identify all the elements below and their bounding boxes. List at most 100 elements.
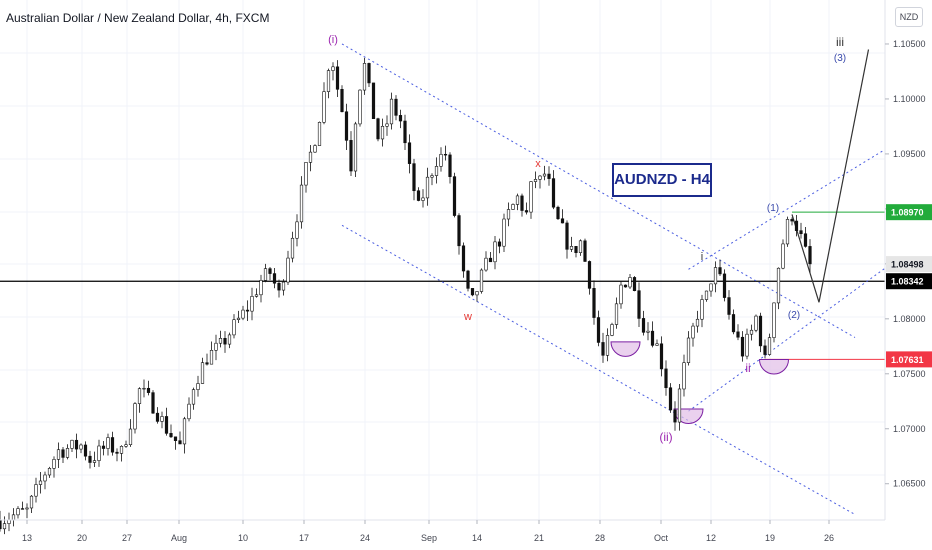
candle-body: [421, 197, 425, 201]
candle-body: [65, 448, 70, 458]
y-tick-label: 1.06500: [893, 479, 926, 489]
candle-body: [322, 91, 326, 123]
candle-body: [524, 210, 529, 213]
candle-body: [646, 330, 650, 333]
candle-body: [767, 337, 772, 355]
candle-body: [619, 284, 623, 305]
x-tick-label: 21: [534, 533, 544, 543]
candle-body: [731, 314, 736, 333]
candle-body: [335, 66, 340, 90]
time-axis: 13 20 27 Aug 10 17 24 Sep 14 21 28 Oct 12 19 26: [22, 520, 834, 543]
candle-body: [236, 317, 241, 321]
x-tick-label: 12: [706, 533, 716, 543]
candle-body: [349, 140, 353, 172]
price-label: 1.07631: [891, 355, 924, 365]
grid: [0, 0, 885, 520]
channel-line: [688, 267, 886, 412]
candle-body: [20, 508, 25, 510]
wave-label: (2): [788, 310, 800, 321]
candle-body: [529, 181, 533, 213]
candle-body: [367, 63, 371, 84]
candle-body: [7, 519, 11, 524]
candle-body: [497, 241, 502, 247]
x-tick-label: 20: [77, 533, 87, 543]
candle-body: [493, 241, 497, 263]
x-tick-label: 14: [472, 533, 482, 543]
price-label: 1.08498: [891, 260, 924, 270]
candle-body: [344, 111, 349, 141]
candle-body: [124, 444, 128, 447]
candle-body: [214, 342, 218, 351]
candle-body: [520, 195, 524, 211]
candle-body: [263, 268, 268, 281]
candle-body: [484, 257, 488, 271]
candle-body: [700, 299, 704, 320]
candle-body: [439, 153, 443, 167]
candle-body: [0, 519, 2, 530]
price-label-bg: [886, 204, 932, 221]
candle-body: [281, 281, 286, 291]
candle-body: [650, 330, 655, 346]
candle-body: [272, 273, 277, 284]
wave-label: ii: [745, 361, 750, 375]
candle-body: [754, 315, 758, 331]
candle-body: [232, 319, 236, 336]
candle-body: [718, 267, 722, 275]
x-tick-label: 24: [360, 533, 370, 543]
candle-body: [308, 151, 313, 163]
x-tick-label: 26: [824, 533, 834, 543]
candle-body: [106, 437, 110, 449]
candle-body: [551, 178, 556, 208]
candle-body: [146, 387, 151, 393]
candle-body: [659, 343, 664, 370]
candle-body: [565, 222, 569, 250]
candle-body: [704, 290, 709, 300]
candle-body: [371, 82, 376, 119]
candle-body: [61, 449, 65, 458]
candle-body: [376, 118, 380, 140]
y-tick-label: 1.09500: [893, 149, 926, 159]
candle-body: [326, 70, 331, 92]
projection-line: [791, 49, 870, 303]
candle-body: [227, 334, 232, 345]
x-tick-label: 19: [765, 533, 775, 543]
candle-body: [182, 418, 187, 445]
candle-body: [695, 318, 700, 327]
candle-body: [569, 246, 574, 250]
candle-body: [502, 218, 506, 247]
price-label-bg: [886, 351, 932, 368]
candle-body: [155, 412, 160, 422]
candle-body: [412, 163, 416, 192]
candle-body: [686, 337, 691, 363]
candle-body: [632, 277, 637, 292]
candle-body: [187, 403, 191, 420]
candle-body: [479, 269, 484, 292]
price-label-bg: [886, 273, 932, 290]
candle-body: [101, 445, 106, 449]
candle-body: [574, 246, 578, 253]
candle-body: [736, 331, 740, 338]
candle-body: [115, 451, 119, 454]
candle-body: [547, 173, 551, 179]
candle-body: [353, 123, 358, 172]
candle-body: [38, 480, 43, 485]
candle-body: [304, 162, 308, 186]
candle-body: [655, 343, 659, 346]
candle-body: [286, 257, 290, 283]
chart-title: Australian Dollar / New Zealand Dollar, …: [6, 11, 270, 25]
channel-line: [688, 149, 886, 270]
wave-label: (3): [834, 53, 846, 64]
wave-label: (ii): [659, 430, 672, 444]
candle-body: [385, 123, 389, 127]
candle-body: [790, 219, 794, 222]
currency-button[interactable]: NZD: [895, 7, 923, 27]
candle-body: [200, 362, 205, 384]
candle-body: [794, 220, 799, 231]
wave-label: iii: [836, 35, 844, 49]
candle-body: [776, 267, 781, 304]
candle-body: [583, 240, 587, 262]
candle-body: [781, 243, 785, 269]
candle-body: [533, 179, 538, 182]
candle-body: [758, 315, 763, 347]
